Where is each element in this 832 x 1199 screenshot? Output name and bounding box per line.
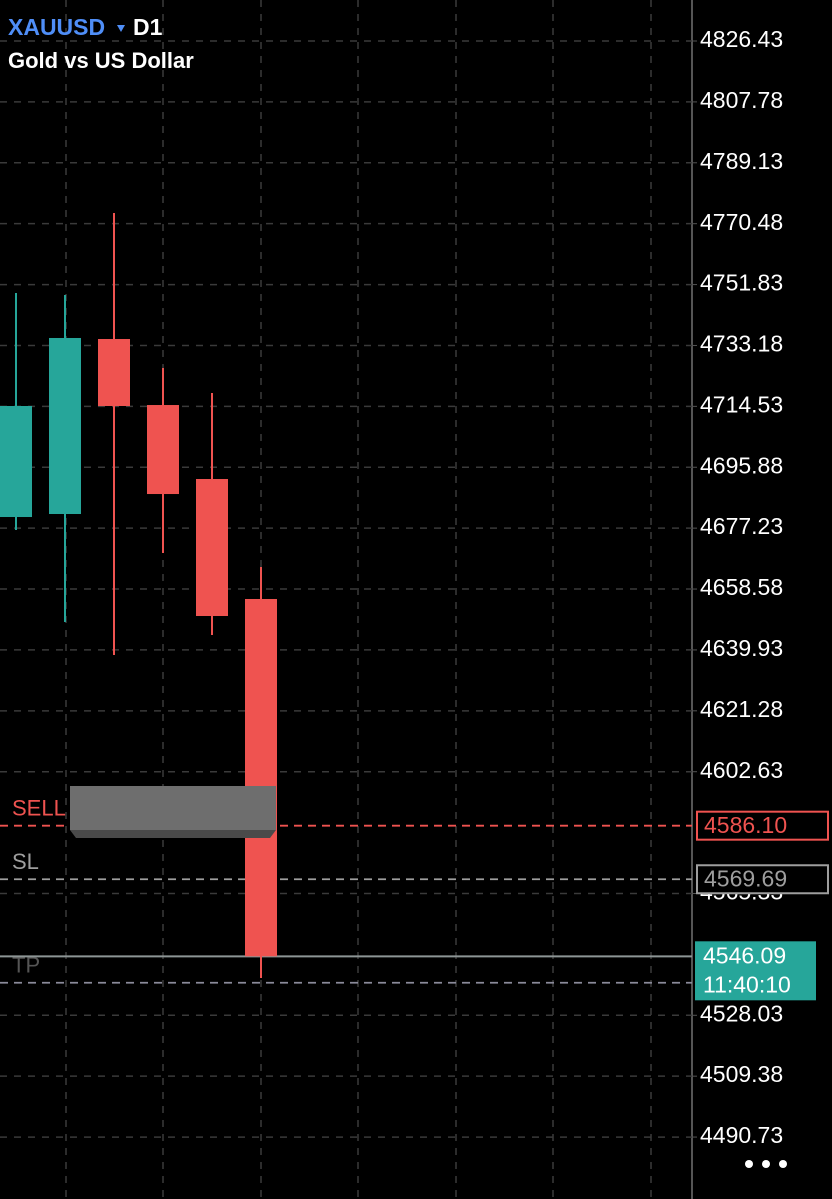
price-labels: 4586.10 4569.69 4546.09 11:40:10 xyxy=(695,810,829,1001)
drag-handle-shadow xyxy=(70,830,276,838)
symbol[interactable]: XAUUSD xyxy=(8,14,105,40)
symbol-dropdown[interactable] xyxy=(117,25,125,32)
dot[interactable] xyxy=(762,1160,770,1168)
y-tick-label: 4826.43 xyxy=(700,26,783,52)
candle-body xyxy=(245,598,277,957)
price-box xyxy=(695,941,816,1001)
candle-body xyxy=(0,406,32,518)
y-tick-label: 4621.28 xyxy=(700,696,783,722)
y-tick-label: 4714.53 xyxy=(700,391,783,417)
order-line-label: SELL xyxy=(12,795,66,820)
order-price-label: 4569.69 xyxy=(704,865,787,891)
order-price-label: 4586.10 xyxy=(704,812,787,838)
y-tick-label: 4807.78 xyxy=(700,87,783,113)
drag-handle[interactable] xyxy=(70,786,276,830)
candle-body xyxy=(196,479,228,617)
drag-object[interactable] xyxy=(70,786,276,838)
price-label: 4546.09 xyxy=(703,942,786,968)
y-tick-label: 4770.48 xyxy=(700,209,783,235)
vertical-grid xyxy=(65,0,652,1199)
order-price-box xyxy=(696,864,829,895)
grid: 4826.43 4807.78 4789.13 4770.48 4751.83 4733.… xyxy=(0,26,783,1148)
more-menu[interactable] xyxy=(745,1160,787,1168)
price-time: 11:40:10 xyxy=(703,971,791,997)
y-tick-label: 4677.23 xyxy=(700,513,783,539)
y-tick-label: 4528.03 xyxy=(700,1000,783,1026)
candle-body xyxy=(98,339,130,407)
dot[interactable] xyxy=(779,1160,787,1168)
candle-body xyxy=(147,405,179,495)
candles xyxy=(0,213,277,979)
y-tick-label: 4789.13 xyxy=(700,148,783,174)
y-tick-label: 4639.93 xyxy=(700,635,783,661)
y-tick-label: 4658.58 xyxy=(700,574,783,600)
order-line-label: SL xyxy=(12,849,39,874)
candle-body xyxy=(49,337,81,515)
y-tick-label: 4490.73 xyxy=(700,1122,783,1148)
y-tick-label: 4509.38 xyxy=(700,1061,783,1087)
order-price-box xyxy=(696,810,829,841)
description: Gold vs US Dollar xyxy=(8,48,194,73)
y-tick-label: 4695.88 xyxy=(700,452,783,478)
y-tick-label: 4602.63 xyxy=(700,757,783,783)
timeframe[interactable]: D1 xyxy=(133,14,163,40)
dot[interactable] xyxy=(745,1160,753,1168)
y-tick-label: 4751.83 xyxy=(700,270,783,296)
y-tick-label: 4733.18 xyxy=(700,331,783,357)
